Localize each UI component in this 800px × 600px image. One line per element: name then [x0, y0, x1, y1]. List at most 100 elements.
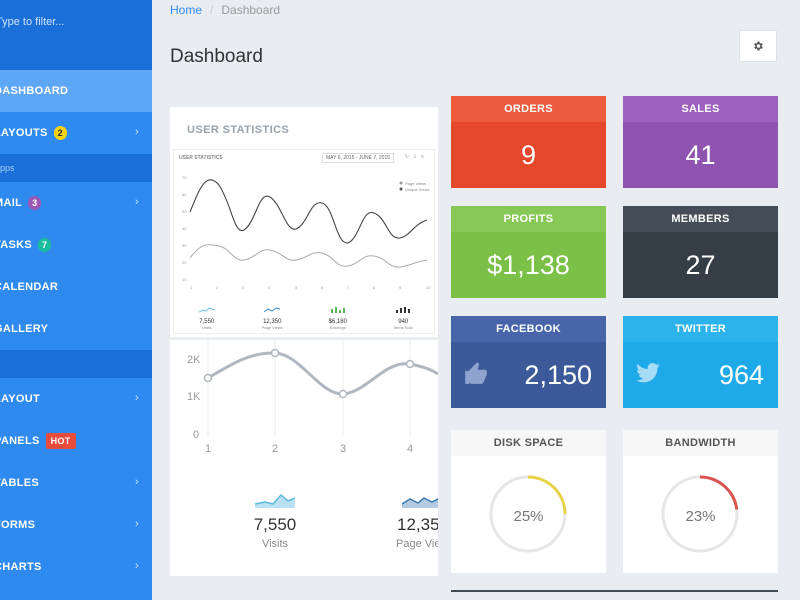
meter-title: BANDWIDTH [623, 430, 778, 456]
breadcrumb-home-link[interactable]: Home [170, 3, 203, 17]
x-tick-label: 2 [272, 443, 278, 455]
members-tile[interactable]: MEMBERS 27 [623, 206, 778, 298]
panel-top-edge [451, 590, 778, 592]
chevron-right-icon: › [135, 126, 139, 138]
sparkline-icon [263, 307, 281, 313]
twitter-bird-icon [636, 363, 660, 383]
sidebar-item-mail[interactable]: MAIL 3 › [0, 182, 152, 224]
mini-stat-items-sold: 940 Items Sold [371, 300, 437, 330]
date-range-picker[interactable]: MAY 6, 2015 - JUNE 7, 2015 [322, 153, 395, 163]
mini-stat-value: 12,350 [263, 319, 282, 325]
mini-stat-value: 940 [398, 319, 409, 325]
sidebar-item-label: LAYOUT [0, 393, 41, 405]
x-tick-label: 3 [340, 443, 346, 455]
sidebar-item-forms[interactable]: FORMS › [0, 504, 152, 546]
meter-title: DISK SPACE [451, 430, 606, 456]
tile-value: 41 [623, 122, 778, 188]
settings-button[interactable] [739, 30, 777, 62]
svg-text:2: 2 [216, 285, 219, 290]
mini-stat-label: Items Sold [393, 325, 413, 330]
twitter-tile[interactable]: TWITTER 964 [623, 316, 778, 408]
mini-stat-label: Page Views [261, 325, 283, 330]
sidebar-section-divider [0, 350, 152, 378]
tile-title: TWITTER [623, 316, 778, 342]
sales-tile[interactable]: SALES 41 [623, 96, 778, 188]
tile-value: 9 [451, 122, 606, 188]
chevron-right-icon: › [135, 196, 139, 208]
user-statistics-panel: USER STATISTICS USER STATISTICS MAY 6, 2… [170, 107, 438, 337]
mini-chart-preview: USER STATISTICS MAY 6, 2015 - JUNE 7, 20… [173, 149, 435, 334]
svg-text:1: 1 [190, 285, 193, 290]
disk-space-meter: DISK SPACE 25% [451, 430, 606, 573]
chevron-right-icon: › [135, 518, 139, 530]
breadcrumb: Home / Dashboard [170, 3, 280, 17]
svg-text:10: 10 [182, 277, 187, 282]
sidebar-filter-input[interactable] [0, 16, 146, 28]
mini-toolbar-icons: ↻⇩≡ [404, 154, 428, 160]
sidebar-item-gallery[interactable]: GALLERY [0, 308, 152, 350]
sidebar-item-calendar[interactable]: CALENDAR [0, 266, 152, 308]
tile-title: MEMBERS [623, 206, 778, 232]
svg-text:3: 3 [242, 285, 245, 290]
chevron-right-icon: › [135, 476, 139, 488]
svg-text:20: 20 [182, 260, 187, 265]
sidebar-spacer [0, 40, 152, 70]
count-badge: 2 [53, 126, 67, 140]
mini-stats-row: 7,550 Visits 12,350 Page Views $6,180 Ea… [174, 300, 436, 330]
tile-value: 27 [623, 232, 778, 298]
legend-page-views: Page Views [405, 181, 426, 186]
visits-chart-panel: 2K 1K 0 1 2 3 4 7,550 Visits 12,35 Page … [170, 340, 438, 576]
breadcrumb-current: Dashboard [221, 3, 281, 17]
facebook-tile[interactable]: FACEBOOK 2,150 [451, 316, 606, 408]
svg-text:4: 4 [268, 285, 271, 290]
svg-text:50: 50 [182, 209, 187, 214]
y-tick-label: 2K [187, 354, 201, 366]
bandwidth-gauge [661, 475, 739, 553]
tile-value: 964 [623, 342, 778, 408]
svg-text:10: 10 [426, 285, 431, 290]
big-stat-page-views: 12,35 Page Vie [392, 492, 438, 550]
sidebar-item-dashboard[interactable]: DASHBOARD [0, 70, 152, 112]
mini-line-chart: 70 60 50 40 30 20 10 1 2 3 4 5 6 7 8 9 10 Page Views Un… [182, 175, 431, 290]
sidebar-item-label: PANELS [0, 435, 40, 447]
count-badge: 3 [28, 196, 42, 210]
sidebar-item-label: FORMS [0, 519, 36, 531]
mini-legend: Page Views Unique Views [399, 181, 429, 192]
sidebar-item-charts[interactable]: CHARTS › [0, 546, 152, 588]
sidebar-item-panels[interactable]: PANELS HOT [0, 420, 152, 462]
tile-title: ORDERS [451, 96, 606, 122]
y-tick-label: 0 [193, 429, 199, 441]
mini-stat-label: Visits [202, 325, 212, 330]
sidebar-item-tasks[interactable]: TASKS 7 [0, 224, 152, 266]
sidebar: DASHBOARD LAYOUTS 2 › Apps MAIL 3 › TASKS 7 C… [0, 0, 152, 600]
sidebar-section-apps: Apps [0, 154, 152, 182]
mini-chart-title: USER STATISTICS [179, 155, 223, 161]
hot-badge: HOT [45, 433, 76, 449]
page-title: Dashboard [170, 46, 263, 67]
sidebar-search [0, 0, 152, 40]
x-tick-label: 4 [407, 443, 413, 455]
sidebar-item-label: LAYOUTS [0, 127, 48, 139]
meter-percent: 25% [513, 508, 544, 525]
bandwidth-meter: BANDWIDTH 23% [623, 430, 778, 573]
panel-title: USER STATISTICS [187, 124, 290, 136]
svg-text:30: 30 [182, 243, 187, 248]
sidebar-item-layouts[interactable]: LAYOUTS 2 › [0, 112, 152, 154]
svg-text:7: 7 [347, 285, 350, 290]
sidebar-item-layout[interactable]: LAYOUT › [0, 378, 152, 420]
meter-percent: 23% [685, 508, 716, 525]
bar-sparkline-icon [396, 307, 411, 313]
profits-tile[interactable]: PROFITS $1,138 [451, 206, 606, 298]
mini-stat-value: $6,180 [328, 319, 347, 325]
svg-text:6: 6 [321, 285, 324, 290]
svg-text:5: 5 [295, 285, 298, 290]
svg-text:9: 9 [399, 285, 402, 290]
svg-text:8: 8 [373, 285, 376, 290]
page-views-line [189, 179, 428, 244]
gear-icon [754, 41, 763, 51]
unique-views-line [189, 244, 428, 268]
sidebar-item-label: GALLERY [0, 323, 49, 335]
orders-tile[interactable]: ORDERS 9 [451, 96, 606, 188]
chevron-right-icon: › [135, 560, 139, 572]
